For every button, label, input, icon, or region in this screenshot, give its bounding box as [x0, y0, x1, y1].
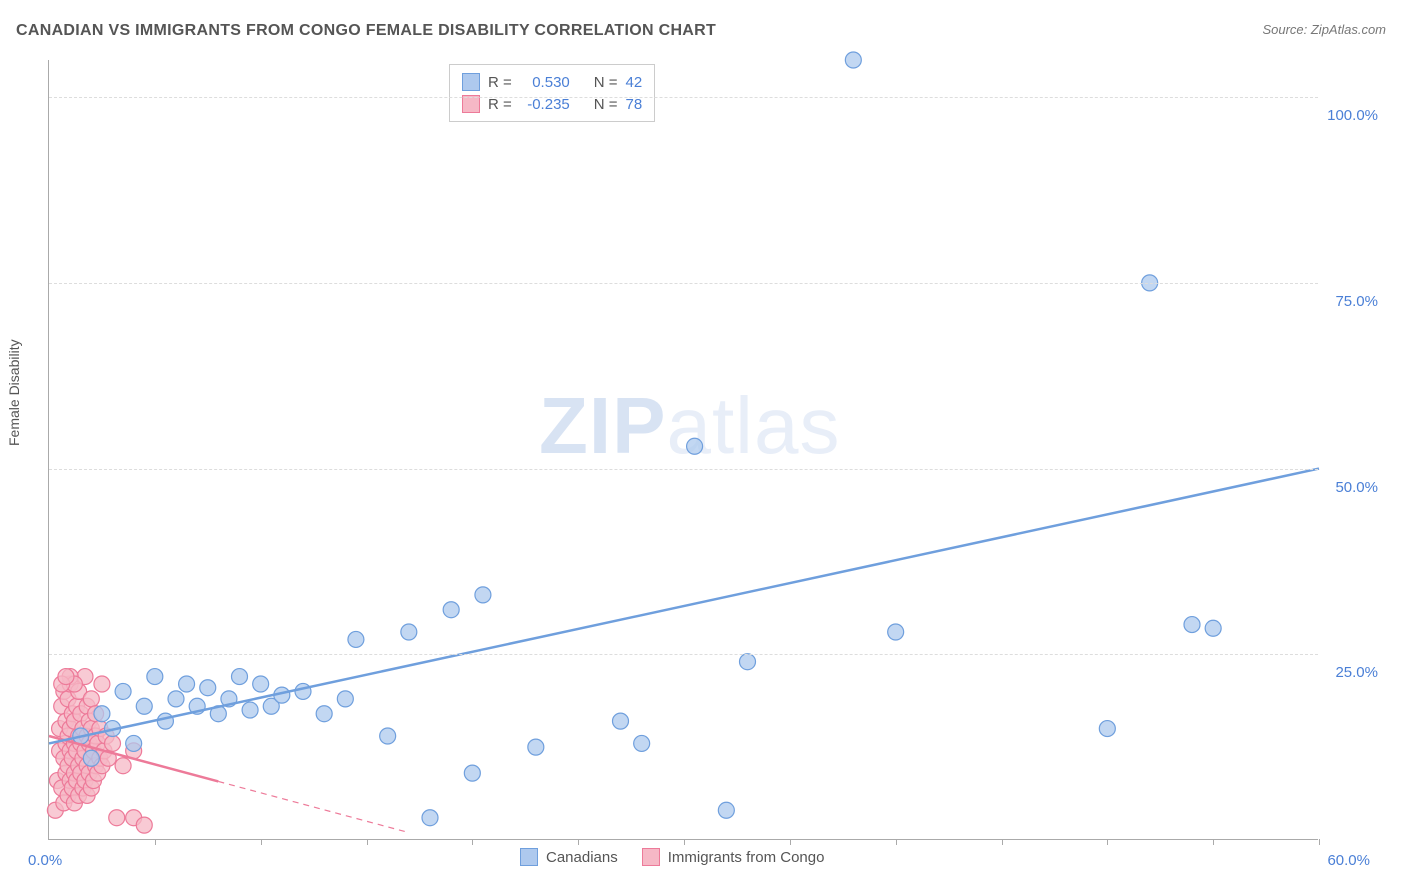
data-point	[348, 631, 364, 647]
data-point	[232, 669, 248, 685]
data-point	[83, 750, 99, 766]
data-point	[94, 706, 110, 722]
legend-item-canadians: Canadians	[520, 848, 618, 866]
y-tick-label: 50.0%	[1323, 479, 1378, 496]
x-tick	[1319, 839, 1320, 845]
data-point	[337, 691, 353, 707]
n-value-1: 42	[626, 74, 643, 91]
data-point	[845, 52, 861, 68]
data-point	[475, 587, 491, 603]
legend-label-canadians: Canadians	[546, 849, 618, 866]
gridline	[49, 654, 1318, 655]
x-tick	[1002, 839, 1003, 845]
x-tick	[261, 839, 262, 845]
data-point	[94, 676, 110, 692]
data-point	[126, 735, 142, 751]
r-label: R =	[488, 74, 512, 91]
data-point	[179, 676, 195, 692]
x-tick	[367, 839, 368, 845]
data-point	[634, 735, 650, 751]
data-point	[115, 758, 131, 774]
plot-area: ZIPatlas R = 0.530 N = 42 R = -0.235 N =…	[48, 60, 1318, 840]
swatch-canadians	[462, 73, 480, 91]
data-point	[1099, 721, 1115, 737]
plot-svg	[49, 60, 1318, 839]
source-attribution: Source: ZipAtlas.com	[1262, 22, 1386, 37]
data-point	[464, 765, 480, 781]
data-point	[295, 683, 311, 699]
data-point	[58, 669, 74, 685]
x-origin-label: 0.0%	[28, 852, 62, 869]
y-axis-label: Female Disability	[6, 339, 22, 446]
gridline	[49, 283, 1318, 284]
chart-container: CANADIAN VS IMMIGRANTS FROM CONGO FEMALE…	[0, 0, 1406, 892]
legend-swatch-canadians	[520, 848, 538, 866]
data-point	[1205, 620, 1221, 636]
n-label: N =	[594, 74, 618, 91]
data-point	[613, 713, 629, 729]
data-point	[136, 698, 152, 714]
stats-legend: R = 0.530 N = 42 R = -0.235 N = 78	[449, 64, 655, 122]
data-point	[109, 810, 125, 826]
y-tick-label: 75.0%	[1323, 293, 1378, 310]
data-point	[115, 683, 131, 699]
x-tick	[578, 839, 579, 845]
x-tick	[790, 839, 791, 845]
data-point	[528, 739, 544, 755]
data-point	[83, 691, 99, 707]
data-point	[380, 728, 396, 744]
data-point	[200, 680, 216, 696]
x-tick	[1107, 839, 1108, 845]
x-tick	[155, 839, 156, 845]
data-point	[242, 702, 258, 718]
data-point	[718, 802, 734, 818]
legend-label-congo: Immigrants from Congo	[668, 849, 825, 866]
data-point	[147, 669, 163, 685]
gridline	[49, 469, 1318, 470]
chart-title: CANADIAN VS IMMIGRANTS FROM CONGO FEMALE…	[16, 22, 716, 40]
data-point	[105, 735, 121, 751]
x-tick	[684, 839, 685, 845]
data-point	[1184, 617, 1200, 633]
data-point	[157, 713, 173, 729]
r-value-1: 0.530	[520, 74, 570, 91]
data-point	[401, 624, 417, 640]
trend-line-extrapolated	[218, 781, 409, 832]
trend-line	[49, 469, 1319, 744]
y-tick-label: 100.0%	[1323, 107, 1378, 124]
y-tick-label: 25.0%	[1323, 664, 1378, 681]
x-tick	[896, 839, 897, 845]
stats-row-1: R = 0.530 N = 42	[462, 71, 642, 93]
data-point	[253, 676, 269, 692]
data-point	[168, 691, 184, 707]
data-point	[740, 654, 756, 670]
legend-item-congo: Immigrants from Congo	[642, 848, 825, 866]
gridline	[49, 97, 1318, 98]
x-tick	[1213, 839, 1214, 845]
data-point	[443, 602, 459, 618]
bottom-legend: Canadians Immigrants from Congo	[520, 848, 824, 866]
legend-swatch-congo	[642, 848, 660, 866]
x-tick	[472, 839, 473, 845]
data-point	[136, 817, 152, 833]
data-point	[422, 810, 438, 826]
data-point	[888, 624, 904, 640]
data-point	[687, 438, 703, 454]
data-point	[316, 706, 332, 722]
x-max-label: 60.0%	[1327, 852, 1370, 869]
